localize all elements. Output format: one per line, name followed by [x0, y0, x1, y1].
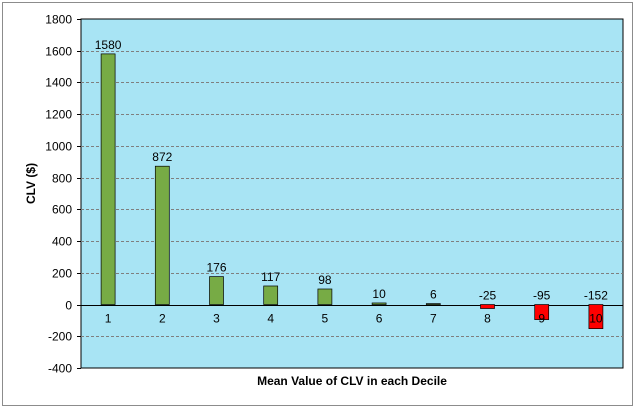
bar [100, 53, 116, 305]
data-labels: 1580 872 176 117 98 10 6 -25 -95 -152 [95, 38, 608, 303]
data-label: -152 [584, 289, 608, 303]
x-tick-label: 6 [376, 312, 383, 326]
x-tick-label: 9 [538, 312, 545, 326]
y-tick-label: 400 [52, 235, 72, 249]
y-axis-ticks: -400 -200 0 200 400 600 800 1000 1200 1400 1600 180… [45, 13, 81, 376]
y-tick-label: -200 [48, 330, 72, 344]
data-label: 1580 [95, 38, 122, 52]
x-axis-ticks: 1 2 3 4 5 6 7 8 9 10 [105, 312, 603, 326]
x-tick-label: 7 [430, 312, 437, 326]
y-tick-label: 1600 [45, 45, 72, 59]
y-tick-label: 200 [52, 267, 72, 281]
x-tick-label: 1 [105, 312, 112, 326]
gridlines [81, 51, 623, 337]
x-tick-label: 4 [267, 312, 274, 326]
y-tick-label: 1400 [45, 76, 72, 90]
bars [100, 53, 604, 330]
x-axis-title: Mean Value of CLV in each Decile [257, 374, 447, 388]
bar [534, 304, 550, 320]
x-tick-label: 5 [322, 312, 329, 326]
y-tick-label: 800 [52, 172, 72, 186]
bar [588, 304, 604, 330]
bar [263, 285, 279, 305]
bar [317, 288, 333, 305]
data-label: 98 [318, 273, 332, 287]
y-tick-label: -400 [48, 362, 72, 376]
data-label: -25 [479, 289, 497, 303]
x-tick-label: 2 [159, 312, 166, 326]
data-label: 117 [261, 270, 280, 284]
data-label: 6 [430, 288, 437, 302]
plot-area [80, 18, 624, 369]
y-tick-label: 1200 [45, 108, 72, 122]
bar [425, 303, 441, 305]
bar [209, 276, 224, 305]
y-tick-label: 600 [52, 203, 72, 217]
bar [480, 304, 495, 309]
y-tick-label: 1000 [45, 140, 72, 154]
y-tick-label: 0 [65, 299, 72, 313]
x-tick-label: 3 [213, 312, 220, 326]
y-axis-title: CLV ($) [24, 163, 38, 204]
x-tick-label: 8 [484, 312, 491, 326]
y-tick-label: 1800 [45, 13, 72, 27]
data-label: 872 [152, 150, 172, 164]
data-label: -95 [533, 289, 551, 303]
bar [371, 302, 387, 305]
data-label: 10 [372, 287, 386, 301]
x-tick-label: 10 [589, 312, 603, 326]
data-label: 176 [206, 261, 226, 275]
bar [154, 165, 170, 305]
